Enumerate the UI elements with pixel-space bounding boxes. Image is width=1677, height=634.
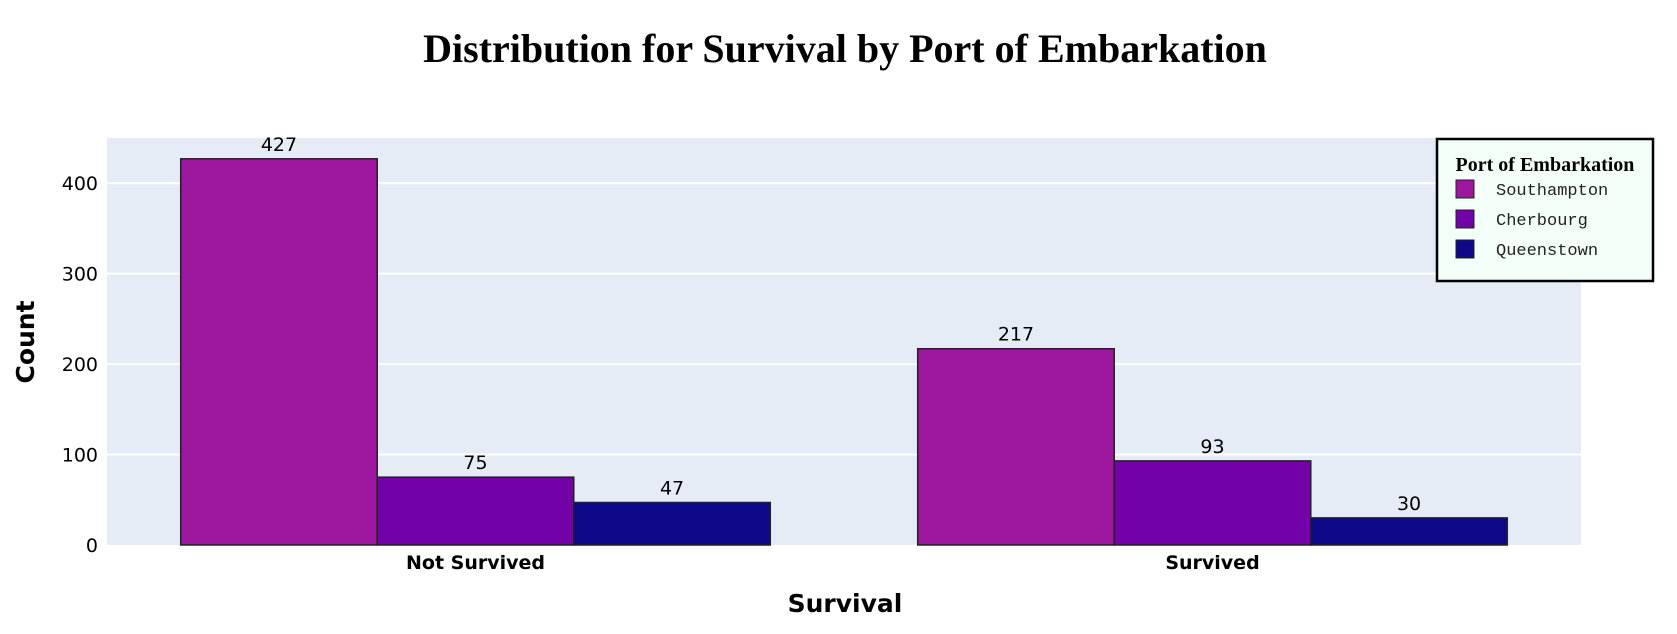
bar-value-label: 47 bbox=[660, 477, 684, 499]
bar-value-label: 30 bbox=[1397, 493, 1421, 515]
y-axis-ticks: 0 100 200 300 400 bbox=[62, 173, 98, 557]
legend-swatch bbox=[1455, 239, 1475, 259]
legend-label: Southampton bbox=[1496, 182, 1608, 201]
x-axis-ticks: Not Survived Survived bbox=[406, 552, 1260, 574]
y-axis-title: Count bbox=[11, 300, 40, 383]
x-axis-title: Survival bbox=[788, 589, 903, 618]
legend-swatch bbox=[1455, 209, 1475, 229]
bar-southampton-0 bbox=[179, 158, 378, 546]
legend-items: Southampton Cherbourg Queenstown bbox=[1455, 179, 1608, 261]
y-tick-label: 400 bbox=[62, 173, 98, 195]
legend: Port of Embarkation Southampton Cherbourg… bbox=[1435, 137, 1655, 283]
bar-value-label: 427 bbox=[261, 134, 297, 156]
y-tick-label: 100 bbox=[62, 445, 98, 467]
y-tick-label: 200 bbox=[62, 354, 98, 376]
legend-title: Port of Embarkation bbox=[1456, 154, 1635, 176]
bar-southampton-1 bbox=[916, 347, 1115, 546]
bars: 427 75 47 217 93 30 bbox=[179, 134, 1509, 546]
legend-label: Cherbourg bbox=[1496, 212, 1588, 231]
y-tick-label: 0 bbox=[86, 535, 98, 557]
bar-cherbourg-1 bbox=[1113, 460, 1312, 546]
x-tick-label: Survived bbox=[1165, 552, 1259, 574]
x-tick-label: Not Survived bbox=[406, 552, 545, 574]
bar-queenstown-0 bbox=[573, 501, 772, 546]
bar-value-label: 217 bbox=[998, 324, 1034, 346]
bar-value-label: 93 bbox=[1200, 436, 1224, 458]
bar-cherbourg-0 bbox=[376, 476, 575, 546]
bar-queenstown-1 bbox=[1310, 517, 1509, 546]
legend-swatch bbox=[1455, 179, 1475, 199]
bar-value-label: 75 bbox=[463, 452, 487, 474]
y-tick-label: 300 bbox=[62, 264, 98, 286]
chart-title: Distribution for Survival by Port of Emb… bbox=[423, 26, 1267, 71]
legend-label: Queenstown bbox=[1496, 242, 1598, 261]
